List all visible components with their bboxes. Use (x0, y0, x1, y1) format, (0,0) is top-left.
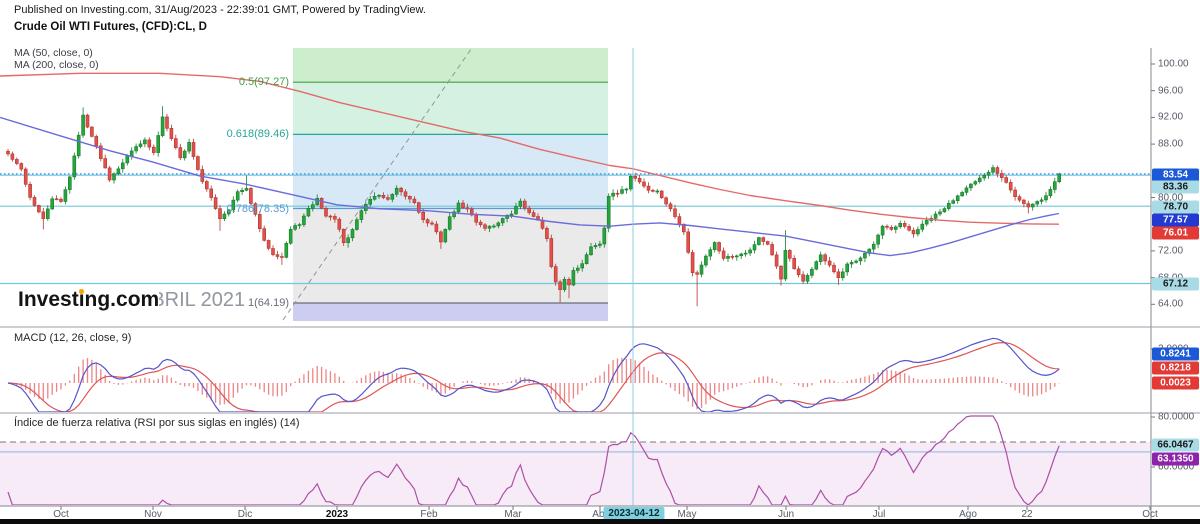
time-axis-label: Mar (504, 509, 522, 520)
price-badge: 83.54 (1152, 168, 1199, 182)
watermark-date-text: ABRIL 2021 (138, 289, 246, 311)
macd-value-badge: 0.8241 (1152, 347, 1199, 361)
published-line: Published on Investing.com, 31/Aug/2023 … (14, 4, 426, 16)
logo-orange-dot-icon (79, 289, 84, 294)
time-axis-label: Jun (777, 509, 795, 520)
ma50-line (0, 116, 1060, 257)
price-tick-label: 80.00 (1158, 192, 1184, 203)
macd-signal-line (7, 341, 1060, 412)
bottom-black-bar (0, 519, 1200, 524)
time-axis-label: May (677, 509, 697, 520)
time-axis-label: 22 (1021, 509, 1033, 520)
time-axis-label: Dic (237, 509, 253, 520)
ma50-legend[interactable]: MA (50, close, 0) (14, 47, 93, 59)
time-axis-label: Nov (144, 509, 162, 520)
macd-label[interactable]: MACD (12, 26, close, 9) (14, 332, 132, 344)
rsi-value-badge: 63.1350 (1152, 452, 1199, 466)
price-tick-label: 64.00 (1158, 298, 1184, 310)
time-axis-label: Oct (1142, 509, 1158, 520)
instrument-title: Crude Oil WTI Futures, (CFD):CL, D (14, 21, 207, 33)
rsi-label[interactable]: Índice de fuerza relativa (RSI por sus s… (14, 417, 300, 429)
candlestick-series[interactable] (6, 106, 1061, 307)
price-badge: 76.01 (1152, 226, 1199, 240)
price-tick-label: 88.00 (1158, 138, 1184, 150)
price-badge: 77.57 (1152, 213, 1199, 227)
price-tick-label: 96.00 (1158, 85, 1184, 97)
time-axis-label: Jul (872, 509, 886, 520)
rsi-tick-label: 60.0000 (1158, 461, 1195, 473)
rsi-value-badge: 66.0467 (1152, 438, 1199, 452)
crosshair-date-badge: 2023-04-12 (603, 507, 665, 520)
fib-level-label: 0.786(78.35) (226, 202, 289, 215)
macd-value-badge: 0.0023 (1152, 376, 1199, 390)
investing-logo: Investing.com (18, 288, 160, 311)
time-axis-label: 2023 (325, 509, 349, 520)
rsi-line (7, 415, 1060, 505)
macd-line (7, 337, 1060, 412)
time-axis-label: Oct (53, 509, 69, 520)
time-axis-label: Ago (959, 509, 977, 520)
fib-retracement-bands[interactable] (293, 48, 608, 321)
price-badge: 83.36 (1152, 180, 1199, 194)
price-tick-label: 72.00 (1158, 245, 1184, 257)
rsi-tick-label: 80.0000 (1158, 411, 1195, 423)
price-tick-label: 92.00 (1158, 111, 1184, 123)
fib-level-label: 0.5(97.27) (238, 76, 289, 89)
price-tick-label: 100.00 (1158, 58, 1189, 70)
fib-level-label: 1(64.19) (248, 297, 289, 309)
macd-panel[interactable] (7, 337, 1060, 412)
rsi-panel[interactable] (0, 415, 1151, 506)
time-axis-label: Abr (592, 509, 608, 520)
dashed-trendline (282, 48, 473, 321)
price-badge: 78.70 (1152, 200, 1199, 214)
macd-histogram (11, 357, 1060, 410)
ma200-legend[interactable]: MA (200, close, 0) (14, 59, 99, 71)
price-badge: 67.12 (1152, 277, 1199, 291)
fib-level-label: 0.618(89.46) (226, 128, 289, 141)
macd-value-badge: 0.8218 (1152, 361, 1199, 375)
time-axis-label: Feb (420, 509, 438, 520)
